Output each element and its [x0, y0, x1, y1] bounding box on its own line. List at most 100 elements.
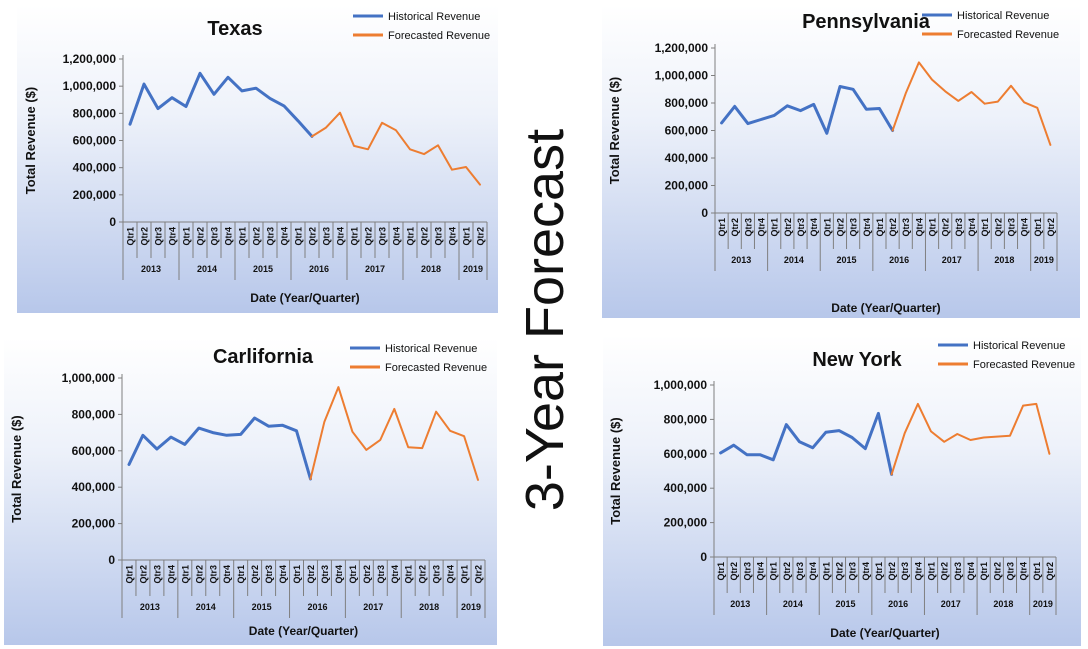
x-quarter-label: Qtr2 [729, 562, 739, 581]
x-quarter-label: Qtr2 [887, 562, 897, 581]
x-quarter-label: Qtr4 [224, 227, 234, 246]
x-quarter-label: Qtr4 [861, 562, 871, 581]
x-quarter-label: Qtr1 [1032, 562, 1042, 581]
x-quarter-label: Qtr3 [954, 218, 964, 237]
series-line-forecast [309, 386, 479, 481]
x-year-label: 2016 [889, 255, 909, 265]
x-axis-title: Date (Year/Quarter) [250, 291, 359, 305]
x-quarter-label: Qtr4 [967, 218, 977, 237]
x-year-label: 2013 [141, 264, 161, 274]
x-year-label: 2013 [731, 255, 751, 265]
x-year-label: 2017 [942, 255, 962, 265]
x-quarter-label: Qtr3 [208, 565, 218, 584]
x-quarter-label: Qtr2 [306, 565, 316, 584]
x-quarter-label: Qtr1 [404, 565, 414, 584]
x-year-label: 2017 [365, 264, 385, 274]
y-axis-title: Total Revenue ($) [607, 77, 622, 184]
x-quarter-label: Qtr1 [770, 218, 780, 237]
x-quarter-label: Qtr1 [126, 227, 136, 246]
chart-panel-california: Carlifornia Historical Revenue Forecasted … [4, 338, 497, 645]
series-line-historical [719, 411, 894, 476]
x-quarter-label: Qtr2 [140, 227, 150, 246]
x-quarter-label: Qtr4 [862, 218, 872, 237]
x-quarter-label: Qtr1 [875, 218, 885, 237]
y-tick-label: 800,000 [73, 106, 117, 120]
x-quarter-label: Qtr1 [124, 565, 134, 584]
x-quarter-label: Qtr2 [834, 562, 844, 581]
x-quarter-label: Qtr1 [350, 227, 360, 246]
series-line-historical [720, 85, 895, 135]
x-quarter-label: Qtr4 [280, 227, 290, 246]
x-quarter-label: Qtr3 [742, 562, 752, 581]
chart-panel-texas: Texas Historical Revenue Forecasted Revenu… [17, 5, 498, 313]
x-quarter-label: Qtr3 [154, 227, 164, 246]
x-quarter-label: Qtr1 [236, 565, 246, 584]
y-tick-label: 200,000 [665, 179, 709, 193]
x-quarter-label: Qtr2 [418, 565, 428, 584]
x-quarter-label: Qtr4 [166, 565, 176, 584]
x-quarter-label: Qtr4 [1020, 218, 1030, 237]
x-quarter-label: Qtr2 [730, 218, 740, 237]
x-year-label: 2014 [783, 599, 803, 609]
y-tick-label: 0 [109, 215, 116, 229]
legend-label: Forecasted Revenue [388, 30, 490, 42]
y-tick-label: 400,000 [72, 480, 116, 494]
y-tick-label: 800,000 [664, 412, 708, 426]
y-tick-label: 1,200,000 [63, 52, 117, 66]
series-line-historical [128, 71, 314, 138]
x-quarter-label: Qtr1 [348, 565, 358, 584]
x-year-label: 2019 [1033, 599, 1053, 609]
x-quarter-label: Qtr4 [757, 218, 767, 237]
x-quarter-label: Qtr3 [1006, 218, 1016, 237]
x-quarter-label: Qtr4 [336, 227, 346, 246]
x-quarter-label: Qtr4 [446, 565, 456, 584]
x-quarter-label: Qtr1 [406, 227, 416, 246]
x-quarter-label: Qtr4 [914, 218, 924, 237]
y-tick-label: 600,000 [73, 134, 117, 148]
x-quarter-label: Qtr2 [196, 227, 206, 246]
x-quarter-label: Qtr2 [308, 227, 318, 246]
x-quarter-label: Qtr4 [756, 562, 766, 581]
x-quarter-label: Qtr3 [320, 565, 330, 584]
x-quarter-label: Qtr3 [266, 227, 276, 246]
x-quarter-label: Qtr4 [168, 227, 178, 246]
chart-title: New York [812, 349, 902, 371]
x-quarter-label: Qtr1 [874, 562, 884, 581]
y-tick-label: 800,000 [665, 96, 709, 110]
x-quarter-label: Qtr2 [194, 565, 204, 584]
x-quarter-label: Qtr1 [979, 562, 989, 581]
x-quarter-label: Qtr3 [264, 565, 274, 584]
x-quarter-label: Qtr1 [294, 227, 304, 246]
chart-svg-new-york: New York Historical Revenue Forecasted Rev… [608, 340, 1075, 640]
y-tick-label: 600,000 [664, 447, 708, 461]
x-year-label: 2016 [888, 599, 908, 609]
y-tick-label: 400,000 [664, 481, 708, 495]
chart-svg-california: Carlifornia Historical Revenue Forecasted … [9, 343, 487, 638]
y-tick-label: 400,000 [665, 151, 709, 165]
y-tick-label: 200,000 [664, 516, 708, 530]
x-quarter-label: Qtr2 [783, 218, 793, 237]
x-quarter-label: Qtr2 [420, 227, 430, 246]
x-year-label: 2017 [941, 599, 961, 609]
x-quarter-label: Qtr3 [1005, 562, 1015, 581]
x-quarter-label: Qtr4 [966, 562, 976, 581]
x-quarter-label: Qtr2 [364, 227, 374, 246]
chart-title: Texas [207, 18, 262, 40]
y-tick-label: 200,000 [72, 517, 116, 531]
x-quarter-label: Qtr2 [1046, 218, 1056, 237]
y-tick-label: 1,000,000 [654, 378, 708, 392]
x-axis-title: Date (Year/Quarter) [249, 624, 358, 638]
x-quarter-label: Qtr2 [835, 218, 845, 237]
x-quarter-label: Qtr1 [292, 565, 302, 584]
x-axis-title: Date (Year/Quarter) [830, 626, 939, 640]
x-quarter-label: Qtr1 [716, 562, 726, 581]
y-tick-label: 1,000,000 [655, 69, 709, 83]
x-quarter-label: Qtr4 [392, 227, 402, 246]
x-year-label: 2016 [307, 602, 327, 612]
x-quarter-label: Qtr4 [808, 562, 818, 581]
x-year-label: 2018 [421, 264, 441, 274]
x-quarter-label: Qtr4 [809, 218, 819, 237]
x-quarter-label: Qtr3 [953, 562, 963, 581]
x-quarter-label: Qtr4 [448, 227, 458, 246]
x-quarter-label: Qtr3 [900, 562, 910, 581]
